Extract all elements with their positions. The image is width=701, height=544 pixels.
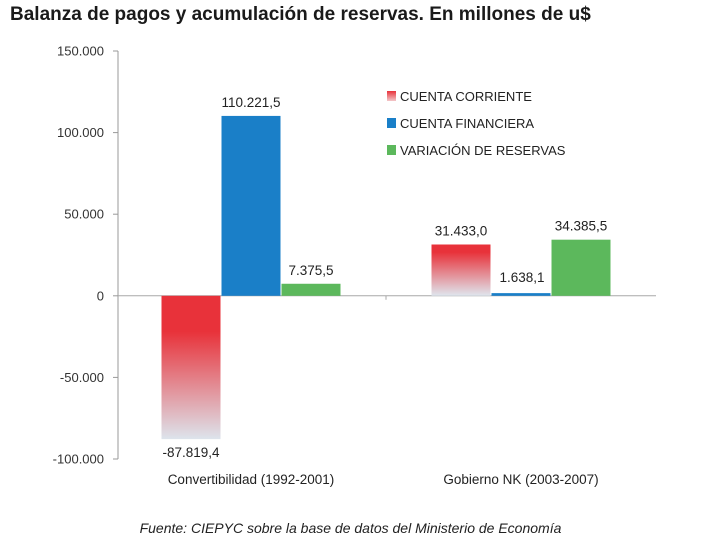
bar-variacion-de-reservas [281,283,341,296]
chart-title: Balanza de pagos y acumulación de reserv… [10,4,591,25]
legend-label: CUENTA FINANCIERA [400,116,534,131]
legend-swatch-cuenta-corriente [387,91,396,101]
source-note: Fuente: CIEPYC sobre la base de datos de… [139,520,562,536]
y-tick-label: -50.000 [60,370,104,385]
chart-axes: 150.000 100.000 50.000 0 -50.000 -100.000 Conv… [53,44,656,487]
legend-label: CUENTA CORRIENTE [400,89,532,104]
chart-bars [161,115,611,440]
data-label: 31.433,0 [435,224,488,239]
bar-cuenta-financiera [221,115,281,296]
bar-cuenta-financiera [491,293,551,296]
data-label: -87.819,4 [162,445,220,460]
data-label: 34.385,5 [555,219,608,234]
legend-label: VARIACIÓN DE RESERVAS [400,143,566,158]
legend-swatch-variacion-de-reservas [387,145,396,155]
chart-legend: CUENTA CORRIENTE CUENTA FINANCIERA VARIACI… [387,89,566,158]
chart-data-labels: -87.819,4 110.221,5 7.375,5 31.433,0 1.638,1… [162,95,607,460]
bar-cuenta-corriente [431,244,491,296]
data-label: 1.638,1 [499,270,544,285]
data-label: 7.375,5 [288,263,333,278]
legend-swatch-cuenta-financiera [387,118,396,128]
x-category-label: Gobierno NK (2003-2007) [443,472,598,487]
y-tick-label: 150.000 [57,44,104,59]
y-tick-label: -100.000 [53,452,104,467]
x-category-label: Convertibilidad (1992-2001) [168,472,335,487]
data-label: 110.221,5 [221,95,280,110]
y-tick-label: 0 [97,288,104,303]
bar-variacion-de-reservas [551,239,611,296]
y-tick-label: 100.000 [57,125,104,140]
y-tick-label: 50.000 [64,207,104,222]
bar-cuenta-corriente [161,295,221,440]
